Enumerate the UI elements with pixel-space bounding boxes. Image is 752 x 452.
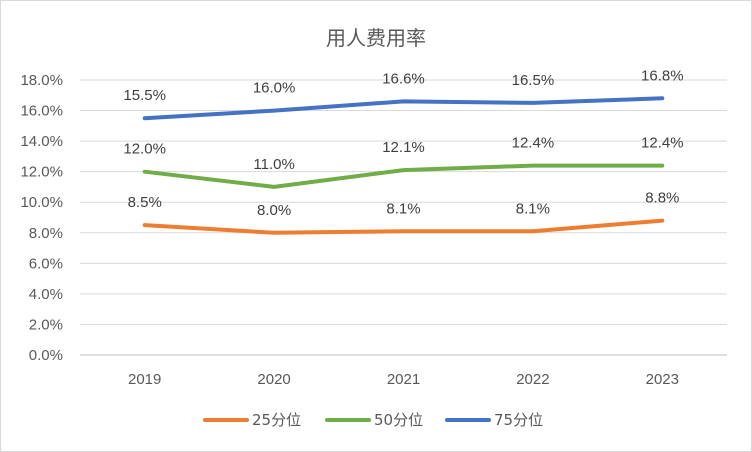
data-label: 16.8% xyxy=(641,67,684,84)
legend-label: 75分位 xyxy=(494,411,543,429)
y-tick-label: 4.0% xyxy=(29,286,63,303)
data-label: 16.0% xyxy=(253,80,296,97)
x-tick-label: 2023 xyxy=(646,371,679,388)
y-tick-label: 10.0% xyxy=(20,194,63,211)
data-label: 8.1% xyxy=(516,200,550,217)
y-tick-label: 6.0% xyxy=(29,255,63,272)
series-line-25分位 xyxy=(142,218,665,235)
legend: 25分位 50分位 75分位 xyxy=(203,411,543,429)
series-line-75分位 xyxy=(142,96,665,121)
legend-label: 25分位 xyxy=(252,411,301,429)
x-axis: 2019 2020 2021 2022 2023 xyxy=(128,371,679,388)
y-tick-label: 14.0% xyxy=(20,133,63,150)
data-label: 8.5% xyxy=(128,194,162,211)
y-tick-label: 2.0% xyxy=(29,316,63,333)
x-tick-label: 2020 xyxy=(257,371,290,388)
legend-label: 50分位 xyxy=(374,411,423,429)
x-tick-label: 2022 xyxy=(516,371,549,388)
data-label: 11.0% xyxy=(253,156,294,173)
y-tick-label: 8.0% xyxy=(29,225,63,242)
gridlines xyxy=(80,79,727,356)
data-label: 12.0% xyxy=(123,141,166,158)
data-label: 15.5% xyxy=(123,87,166,104)
chart-title: 用人费用率 xyxy=(326,26,426,50)
x-tick-label: 2019 xyxy=(128,371,161,388)
series-lines xyxy=(142,96,665,235)
data-label: 12.4% xyxy=(641,135,684,152)
data-label: 12.4% xyxy=(512,135,555,152)
y-tick-label: 12.0% xyxy=(20,164,63,181)
series-line-50分位 xyxy=(142,163,665,189)
data-label: 16.6% xyxy=(382,70,425,87)
y-axis: 0.0% 2.0% 4.0% 6.0% 8.0% 10.0% 12.0% 14.0% 16.0%… xyxy=(20,72,63,364)
y-tick-label: 18.0% xyxy=(20,72,63,89)
x-tick-label: 2021 xyxy=(387,371,420,388)
data-label: 12.1% xyxy=(382,139,425,156)
data-label: 8.8% xyxy=(645,190,679,207)
data-label: 8.0% xyxy=(257,202,291,219)
data-labels: 8.5% 8.0% 8.1% 8.1% 8.8% 12.0% 11.0% 12.1% 12.4%… xyxy=(123,67,683,218)
y-tick-label: 16.0% xyxy=(20,103,63,120)
data-label: 16.5% xyxy=(512,72,555,89)
y-tick-label: 0.0% xyxy=(29,347,63,364)
data-label: 8.1% xyxy=(386,200,420,217)
